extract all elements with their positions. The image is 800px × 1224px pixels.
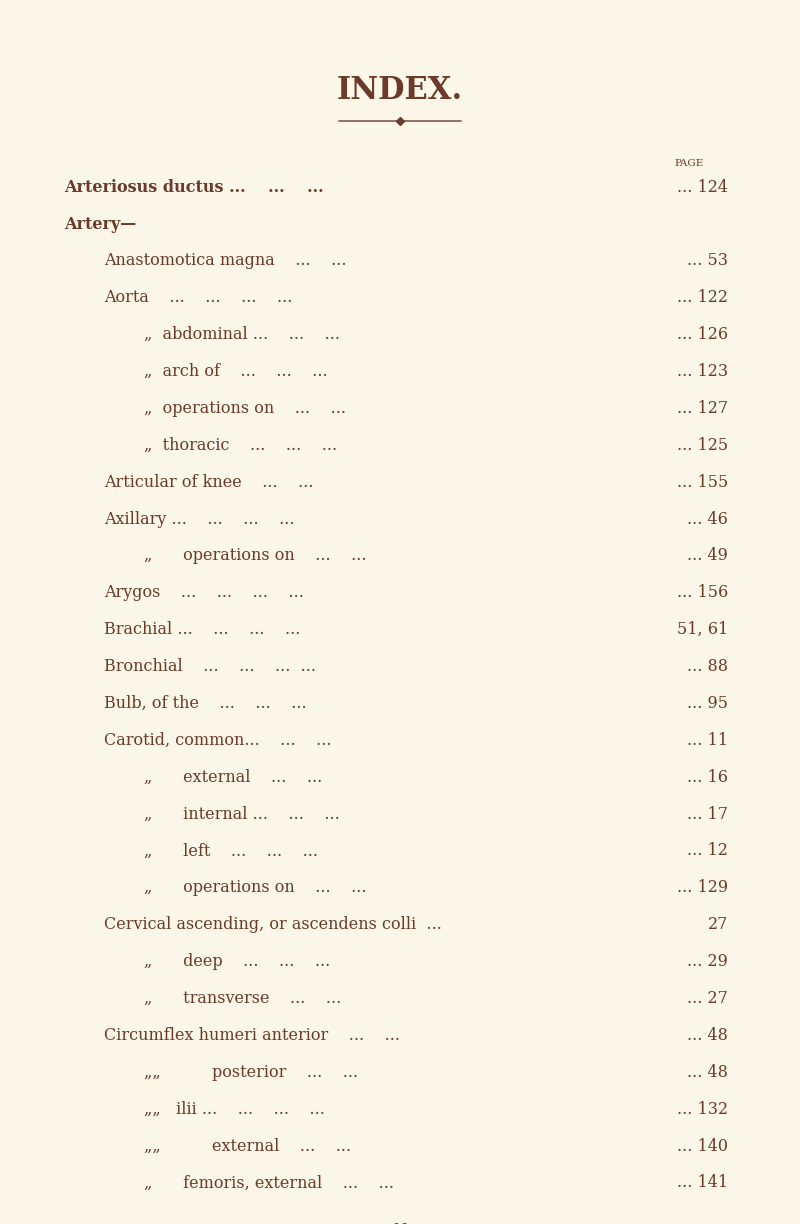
- Text: ... 155: ... 155: [677, 474, 728, 491]
- Text: ... 124: ... 124: [677, 179, 728, 196]
- Text: ... 11: ... 11: [687, 732, 728, 749]
- Text: Anastomotica magna    ...    ...: Anastomotica magna ... ...: [104, 252, 346, 269]
- Text: ... 27: ... 27: [687, 990, 728, 1007]
- Text: Brachial ...    ...    ...    ...: Brachial ... ... ... ...: [104, 622, 300, 638]
- Text: Articular of knee    ...    ...: Articular of knee ... ...: [104, 474, 314, 491]
- Text: ... 53: ... 53: [687, 252, 728, 269]
- Text: ... 126: ... 126: [677, 326, 728, 343]
- Text: ... 129: ... 129: [677, 879, 728, 896]
- Text: ... 16: ... 16: [687, 769, 728, 786]
- Text: „      femoris, external    ...    ...: „ femoris, external ... ...: [144, 1174, 394, 1191]
- Text: „  operations on    ...    ...: „ operations on ... ...: [144, 400, 346, 417]
- Text: 51, 61: 51, 61: [677, 622, 728, 638]
- Text: „      internal ...    ...    ...: „ internal ... ... ...: [144, 805, 340, 823]
- Text: PAGE: PAGE: [674, 159, 704, 168]
- Text: ... 88: ... 88: [687, 659, 728, 676]
- Text: ... 46: ... 46: [687, 510, 728, 528]
- Text: „      operations on    ...    ...: „ operations on ... ...: [144, 879, 366, 896]
- Text: ... 123: ... 123: [677, 364, 728, 379]
- Text: Circumflex humeri anterior    ...    ...: Circumflex humeri anterior ... ...: [104, 1027, 400, 1044]
- Text: „  thoracic    ...    ...    ...: „ thoracic ... ... ...: [144, 437, 337, 454]
- Text: „      external    ...    ...: „ external ... ...: [144, 769, 322, 786]
- Text: Aorta    ...    ...    ...    ...: Aorta ... ... ... ...: [104, 289, 292, 306]
- Text: „„          external    ...    ...: „„ external ... ...: [144, 1137, 351, 1154]
- Text: „  arch of    ...    ...    ...: „ arch of ... ... ...: [144, 364, 328, 379]
- Text: ... 48: ... 48: [687, 1064, 728, 1081]
- Text: 27: 27: [708, 917, 728, 933]
- Text: ... 49: ... 49: [687, 547, 728, 564]
- Text: INDEX.: INDEX.: [337, 75, 463, 106]
- Text: ... 48: ... 48: [687, 1027, 728, 1044]
- Text: ... 140: ... 140: [677, 1137, 728, 1154]
- Text: Bronchial    ...    ...    ...  ...: Bronchial ... ... ... ...: [104, 659, 316, 676]
- Text: ... 122: ... 122: [677, 289, 728, 306]
- Text: ... 12: ... 12: [687, 842, 728, 859]
- Text: ... 29: ... 29: [687, 953, 728, 971]
- Text: Bulb, of the    ...    ...    ...: Bulb, of the ... ... ...: [104, 695, 306, 712]
- Text: Carotid, common...    ...    ...: Carotid, common... ... ...: [104, 732, 331, 749]
- Text: ... 95: ... 95: [687, 695, 728, 712]
- Text: „      left    ...    ...    ...: „ left ... ... ...: [144, 842, 318, 859]
- Text: „„          posterior    ...    ...: „„ posterior ... ...: [144, 1064, 358, 1081]
- Text: Arygos    ...    ...    ...    ...: Arygos ... ... ... ...: [104, 584, 304, 601]
- Text: Arteriosus ductus ...    ...    ...: Arteriosus ductus ... ... ...: [64, 179, 324, 196]
- Text: ... 125: ... 125: [677, 437, 728, 454]
- Text: ... 132: ... 132: [677, 1100, 728, 1118]
- Text: Cervical ascending, or ascendens colli  ...: Cervical ascending, or ascendens colli .…: [104, 917, 442, 933]
- Text: „„   ilii ...    ...    ...    ...: „„ ilii ... ... ... ...: [144, 1100, 325, 1118]
- Text: „  abdominal ...    ...    ...: „ abdominal ... ... ...: [144, 326, 340, 343]
- Text: ... 156: ... 156: [677, 584, 728, 601]
- Text: „      operations on    ...    ...: „ operations on ... ...: [144, 547, 366, 564]
- Text: ... 127: ... 127: [677, 400, 728, 417]
- Text: „      deep    ...    ...    ...: „ deep ... ... ...: [144, 953, 330, 971]
- Text: Axillary ...    ...    ...    ...: Axillary ... ... ... ...: [104, 510, 294, 528]
- Text: „      transverse    ...    ...: „ transverse ... ...: [144, 990, 342, 1007]
- Text: ... 17: ... 17: [687, 805, 728, 823]
- Text: ... 141: ... 141: [677, 1174, 728, 1191]
- Text: Artery—: Artery—: [64, 215, 136, 233]
